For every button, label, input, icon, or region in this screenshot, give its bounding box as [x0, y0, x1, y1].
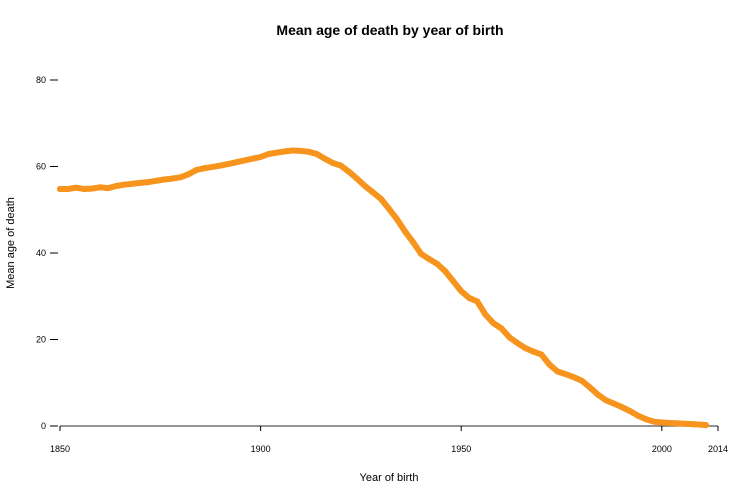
data-point: [129, 180, 136, 187]
data-point: [538, 351, 545, 358]
data-point: [57, 185, 63, 192]
series-line: [57, 147, 709, 429]
data-point: [626, 407, 633, 414]
data-point: [474, 298, 481, 305]
data-point: [514, 339, 521, 346]
data-point: [642, 416, 649, 423]
data-point: [450, 278, 457, 285]
data-point: [121, 181, 128, 188]
data-point: [562, 371, 569, 378]
data-point: [209, 163, 216, 170]
data-point: [702, 422, 709, 429]
y-axis: 0 20 40 60 80: [36, 75, 58, 431]
x-tick-label: 1850: [50, 444, 70, 454]
chart-title: Mean age of death by year of birth: [276, 22, 503, 38]
data-point: [113, 182, 120, 189]
y-tick-label: 60: [36, 162, 46, 172]
data-point: [73, 184, 80, 191]
data-point: [434, 260, 441, 267]
y-tick-label: 0: [41, 421, 46, 431]
data-point: [97, 184, 104, 191]
data-point: [153, 177, 160, 184]
data-point: [506, 334, 513, 341]
plot-area: [57, 147, 709, 429]
data-point: [361, 182, 368, 189]
data-point: [377, 195, 384, 202]
x-tick-label: 2014: [708, 444, 728, 454]
data-point: [289, 147, 296, 154]
data-point: [554, 368, 561, 375]
data-point: [482, 311, 489, 318]
data-point: [522, 345, 529, 352]
y-tick-label: 80: [36, 75, 46, 85]
data-point: [578, 377, 585, 384]
data-point: [570, 374, 577, 381]
data-point: [321, 155, 328, 162]
data-point: [249, 155, 256, 162]
data-point: [610, 400, 617, 407]
data-point: [337, 162, 344, 169]
data-point: [634, 412, 641, 419]
data-point: [161, 176, 168, 183]
data-point: [426, 256, 433, 263]
y-axis-label: Mean age of death: [5, 197, 17, 289]
data-point: [386, 205, 392, 212]
data-point: [618, 403, 625, 410]
data-point: [105, 185, 112, 192]
data-point: [402, 228, 409, 235]
data-point: [169, 175, 176, 182]
data-point: [490, 320, 497, 327]
data-point: [418, 250, 425, 257]
data-point: [297, 147, 304, 154]
data-point: [177, 174, 184, 181]
data-point: [257, 153, 264, 160]
data-point: [185, 171, 192, 178]
data-point: [650, 418, 657, 425]
data-point: [674, 420, 681, 427]
x-tick-label: 1950: [451, 444, 471, 454]
data-point: [313, 150, 320, 157]
data-point: [466, 294, 473, 301]
data-point: [233, 159, 240, 166]
data-point: [682, 420, 689, 427]
data-point: [458, 288, 465, 295]
data-point: [442, 268, 449, 275]
data-point: [225, 160, 232, 167]
data-point: [137, 179, 144, 186]
data-point: [369, 189, 376, 196]
data-point: [281, 148, 288, 155]
data-point: [594, 391, 601, 398]
data-point: [305, 148, 312, 155]
data-point: [602, 397, 609, 404]
data-point: [394, 216, 401, 223]
data-point: [658, 419, 665, 426]
data-point: [586, 384, 593, 391]
x-tick-label: 1900: [251, 444, 271, 454]
x-axis: 1850 1900 1950 2000 2014: [50, 425, 728, 454]
data-point: [353, 175, 360, 182]
x-axis-label: Year of birth: [360, 472, 419, 484]
data-point: [410, 239, 417, 246]
data-point: [498, 325, 505, 332]
data-point: [65, 185, 72, 192]
data-point: [345, 168, 352, 175]
data-point: [217, 162, 224, 169]
y-tick-label: 40: [36, 248, 46, 258]
data-point: [329, 160, 336, 167]
data-point: [145, 179, 152, 186]
data-point: [89, 185, 96, 192]
data-point: [546, 361, 553, 368]
x-tick-label: 2000: [652, 444, 672, 454]
data-point: [81, 185, 88, 192]
data-point: [201, 165, 208, 172]
y-tick-label: 20: [36, 335, 46, 345]
data-point: [530, 348, 537, 355]
data-point: [666, 419, 673, 426]
data-point: [265, 150, 272, 157]
data-point: [690, 421, 697, 428]
data-point: [241, 157, 248, 164]
data-point: [273, 149, 280, 156]
data-point: [193, 166, 200, 173]
